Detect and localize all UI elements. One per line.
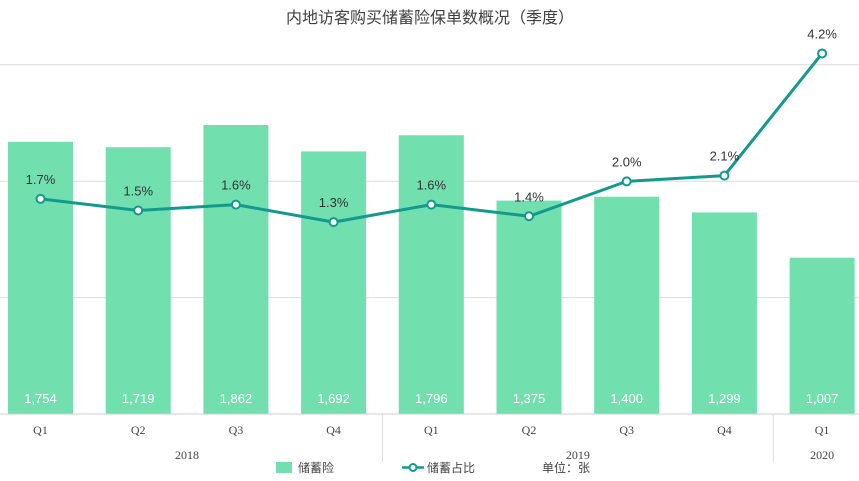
bar [789,257,855,414]
line-value-label: 4.2% [807,26,837,41]
line-point [230,199,241,210]
x-tick-label: Q1 [815,423,830,437]
bar-series: 1,754 1,719 1,862 1,692 1,796 1,375 1,400 1,299… [8,125,855,415]
line-value-label: 1.7% [26,172,56,187]
bar [691,212,757,414]
x-group-label: 2018 [175,448,199,462]
x-axis: Q1 Q2 Q3 Q4 Q1 Q2 Q3 Q4 Q1 2018 2019 2020 [0,413,859,462]
x-group-label: 2019 [566,448,590,462]
line-value-label: 1.4% [514,189,544,204]
x-tick-label: Q3 [229,423,244,437]
line-series: 1.7% 1.5% 1.6% 1.3% 1.6% 1.4% 2.0% 2.1% 4.2% [26,26,837,228]
line-value-label: 1.6% [416,178,446,193]
x-tick-label: Q3 [619,423,634,437]
line-value-label: 1.3% [319,195,349,210]
bar-value-label: 1,400 [610,391,643,406]
legend: 储蓄险 储蓄占比 单位：张 [276,460,590,475]
bar-value-label: 1,007 [806,391,839,406]
bar-value-label: 1,692 [317,391,350,406]
line-value-label: 1.6% [221,178,251,193]
line-point [719,170,730,181]
x-tick-label: Q4 [326,423,341,437]
bar-value-label: 1,754 [24,391,57,406]
bar [203,125,269,414]
x-tick-label: Q4 [717,423,732,437]
x-tick-label: Q1 [33,423,48,437]
line-point [426,199,437,210]
bar-value-label: 1,375 [513,391,546,406]
line-value-label: 2.1% [710,149,740,164]
bar-value-label: 1,299 [708,391,741,406]
chart-title: 内地访客购买储蓄险保单数概况（季度） [286,8,574,27]
line-point [524,211,534,222]
line-point [35,193,46,204]
bar-value-label: 1,796 [415,391,448,406]
legend-label-line: 储蓄占比 [427,460,475,475]
line-point [328,217,339,228]
legend-label-bar: 储蓄险 [298,460,334,475]
x-group-label: 2020 [810,448,834,462]
bar-value-label: 1,719 [122,391,155,406]
x-tick-label: Q2 [522,423,537,437]
bar-value-label: 1,862 [220,391,253,406]
bar [594,196,660,414]
bar [301,151,367,414]
line-point [621,176,632,187]
line-point [817,48,828,59]
x-tick-label: Q1 [424,423,439,437]
x-tick-label: Q2 [131,423,146,437]
legend-marker-line [408,463,418,472]
line-point [133,205,144,216]
bar [8,141,73,414]
unit-note: 单位：张 [542,460,590,475]
bar [398,135,464,414]
legend-swatch-bar [276,462,292,473]
bar [496,200,562,414]
line-value-label: 2.0% [612,154,642,169]
bar [105,147,171,415]
line-value-label: 1.5% [123,183,153,198]
